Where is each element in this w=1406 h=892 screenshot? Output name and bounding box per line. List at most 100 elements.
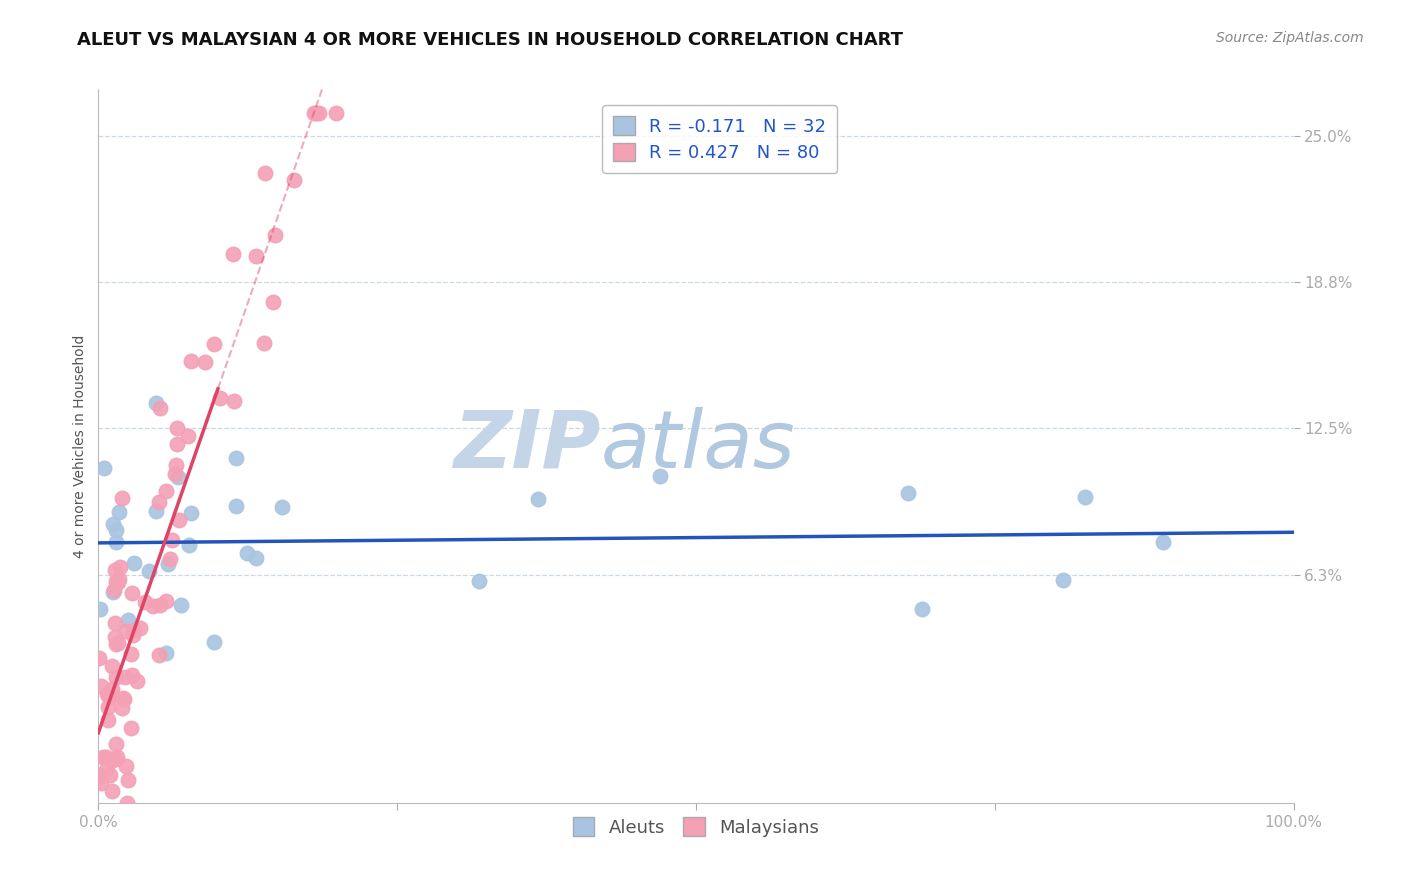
Point [170, 599, 193, 613]
Point [108, 572, 131, 586]
Point [104, 535, 127, 549]
Point [105, 637, 128, 651]
Point [91, 750, 114, 764]
Point [253, 335, 276, 350]
Point [148, 599, 170, 613]
Point [90, 775, 112, 789]
Point [165, 458, 187, 472]
Point [308, 105, 330, 120]
Point [107, 574, 129, 589]
Point [253, 166, 276, 180]
Point [100, 784, 122, 798]
Point [104, 524, 127, 538]
Point [104, 563, 127, 577]
Point [166, 421, 188, 435]
Point [104, 752, 127, 766]
Point [208, 391, 231, 405]
Point [117, 613, 139, 627]
Point [128, 621, 150, 635]
Point [111, 690, 134, 705]
Point [122, 628, 145, 642]
Point [127, 673, 149, 688]
Point [100, 682, 122, 697]
Point [98, 767, 121, 781]
Point [112, 692, 135, 706]
Point [114, 670, 136, 684]
Point [142, 599, 165, 613]
Point [180, 354, 202, 368]
Point [108, 559, 131, 574]
Point [121, 667, 143, 681]
Point [107, 505, 129, 519]
Point [222, 246, 245, 260]
Point [90, 769, 112, 783]
Point [270, 500, 292, 514]
Point [104, 631, 127, 645]
Point [124, 624, 146, 638]
Point [235, 546, 257, 560]
Point [194, 354, 217, 368]
Point [177, 428, 200, 442]
Point [222, 394, 245, 409]
Point [648, 469, 671, 483]
Point [120, 722, 142, 736]
Y-axis label: 4 or more Vehicles in Household: 4 or more Vehicles in Household [73, 334, 87, 558]
Point [96, 687, 118, 701]
Point [107, 636, 129, 650]
Point [120, 647, 142, 661]
Point [104, 616, 127, 631]
Point [166, 436, 188, 450]
Point [145, 503, 167, 517]
Point [115, 796, 138, 810]
Point [89, 602, 111, 616]
Point [94, 749, 117, 764]
Point [155, 483, 177, 498]
Point [105, 737, 128, 751]
Point [165, 467, 187, 482]
Point [468, 574, 491, 589]
Point [115, 624, 138, 638]
Point [94, 763, 117, 777]
Point [100, 690, 122, 704]
Point [167, 513, 190, 527]
Point [155, 646, 177, 660]
Point [103, 582, 125, 597]
Point [283, 173, 305, 187]
Point [111, 491, 134, 505]
Legend: Aleuts, Malaysians: Aleuts, Malaysians [565, 810, 827, 844]
Point [145, 396, 167, 410]
Text: ZIP: ZIP [453, 407, 600, 485]
Point [167, 470, 190, 484]
Point [111, 701, 134, 715]
Point [148, 648, 170, 663]
Point [263, 227, 285, 242]
Point [105, 574, 128, 589]
Point [527, 492, 550, 507]
Point [159, 552, 181, 566]
Point [103, 516, 125, 531]
Text: Source: ZipAtlas.com: Source: ZipAtlas.com [1216, 31, 1364, 45]
Point [115, 759, 138, 773]
Point [117, 772, 139, 787]
Point [1052, 573, 1074, 587]
Point [105, 749, 128, 764]
Point [1074, 490, 1097, 504]
Point [202, 337, 225, 351]
Point [103, 585, 125, 599]
Point [97, 690, 120, 705]
Point [90, 679, 112, 693]
Point [225, 451, 247, 466]
Point [245, 551, 267, 566]
Point [897, 485, 920, 500]
Point [97, 699, 120, 714]
Point [93, 461, 115, 475]
Point [262, 295, 284, 310]
Point [202, 635, 225, 649]
Point [245, 249, 267, 263]
Point [89, 651, 111, 665]
Point [179, 538, 201, 552]
Point [122, 556, 145, 570]
Point [180, 506, 202, 520]
Point [1152, 535, 1174, 549]
Point [157, 558, 180, 572]
